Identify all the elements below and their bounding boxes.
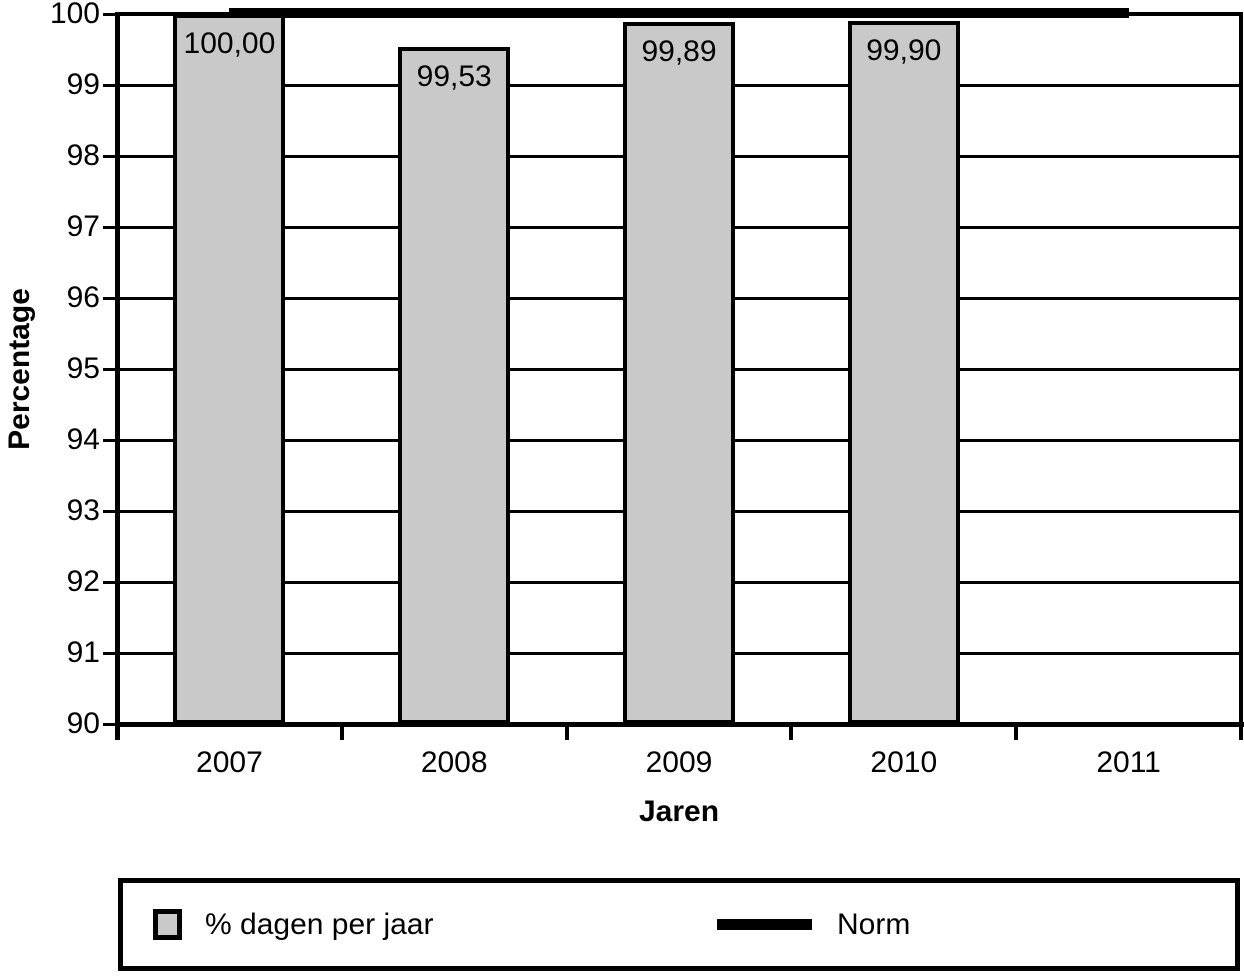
legend-item-norm: Norm [717,883,910,966]
legend: % dagen per jaar Norm [118,878,1240,971]
y-tick [103,84,117,87]
y-tick-label: 100 [49,0,100,30]
x-tick [789,727,794,740]
bar-value-label: 99,89 [641,34,717,68]
legend-label-norm: Norm [837,907,911,941]
norm-line [229,8,1129,18]
y-tick [103,297,117,300]
y-tick-label: 90 [66,707,100,740]
x-tick-label: 2010 [870,746,938,779]
x-tick [339,727,344,740]
x-axis-title: Jaren [638,795,720,828]
y-tick-label: 95 [66,352,100,385]
bar-2010 [847,21,960,724]
bar-2007 [173,14,286,724]
y-tick-label: 94 [66,423,100,456]
y-tick-label: 96 [66,281,100,314]
bar-value-label: 99,90 [866,34,942,68]
y-tick-label: 93 [66,494,100,527]
y-tick [103,510,117,513]
line-swatch-icon [717,919,812,930]
x-tick-label: 2008 [420,746,488,779]
y-tick-label: 91 [66,636,100,669]
legend-item-bars: % dagen per jaar [153,883,434,966]
x-tick [1239,727,1243,740]
y-tick [103,652,117,655]
y-tick [103,13,117,16]
bar-swatch-icon [153,909,182,940]
bar-2009 [623,21,735,724]
y-tick-label: 99 [66,68,100,101]
y-axis-title: Percentage [3,288,36,450]
y-tick-label: 92 [66,565,100,598]
y-tick-label: 98 [66,139,100,172]
bar-value-label: 100,00 [183,27,276,60]
bar-2008 [398,47,511,724]
x-tick-label: 2009 [645,746,713,779]
y-tick [103,723,117,726]
plot-border-right [1239,12,1243,726]
x-tick-label: 2007 [196,746,263,779]
y-tick [103,368,117,371]
y-tick [103,439,117,442]
y-tick [103,155,117,158]
y-tick-label: 97 [66,210,100,243]
y-tick [103,226,117,229]
x-tick [1014,727,1019,740]
legend-label-bars: % dagen per jaar [205,907,434,941]
bar-value-label: 99,53 [416,60,492,94]
x-axis-line [115,722,1244,727]
x-tick-label: 2011 [1096,746,1161,779]
x-tick [564,727,569,740]
x-tick [115,727,119,740]
y-tick [103,581,117,584]
y-axis-line [115,12,120,740]
